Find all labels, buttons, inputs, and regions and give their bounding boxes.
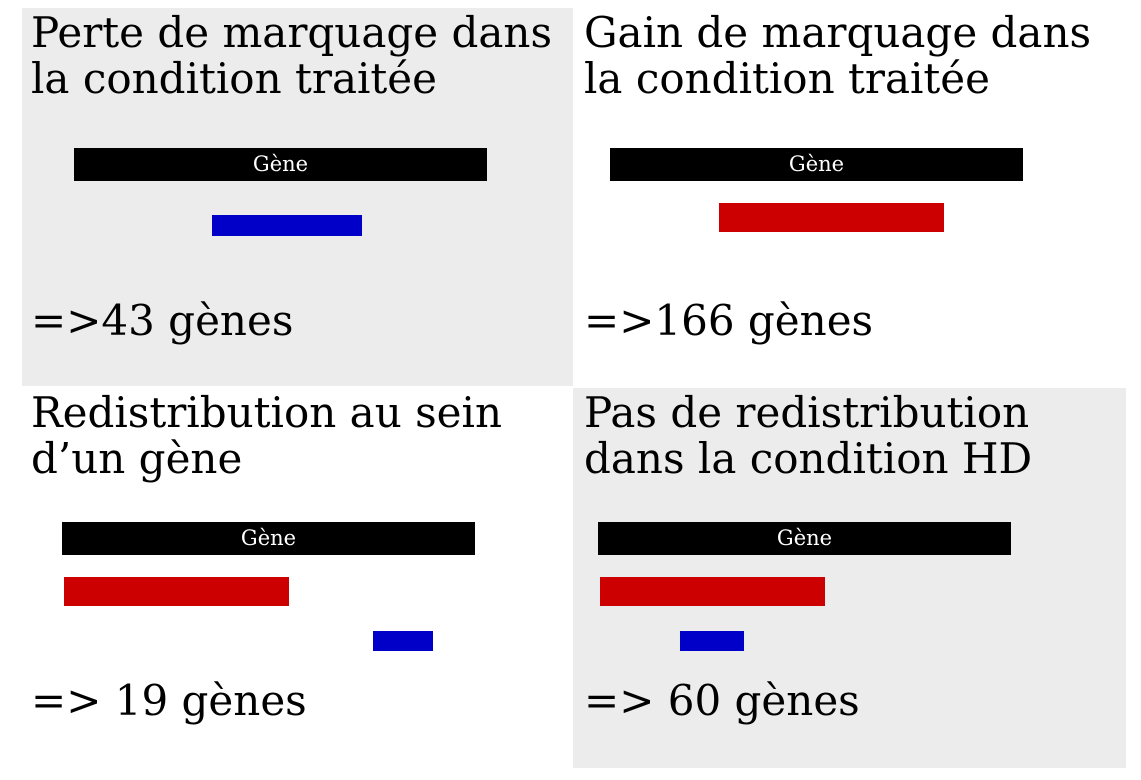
- panel-title: Redistribution au sein d’un gène: [31, 390, 502, 482]
- panel-title-line-1: Pas de redistribution: [584, 388, 1030, 437]
- gene-bar: Gène: [598, 522, 1011, 555]
- panel-gain-of-marking: Gain de marquage dans la condition trait…: [573, 8, 1126, 386]
- panel-title-line-2: la condition traitée: [584, 54, 991, 103]
- gene-count: =>166 gènes: [584, 296, 874, 345]
- panel-no-redistribution: Pas de redistribution dans la condition …: [573, 388, 1126, 768]
- blue-mark-bar: [373, 631, 433, 651]
- gene-count: => 19 gènes: [31, 676, 307, 725]
- panel-title-line-1: Gain de marquage dans: [584, 8, 1092, 57]
- red-mark-bar: [600, 577, 825, 606]
- panel-loss-of-marking: Perte de marquage dans la condition trai…: [22, 8, 573, 386]
- panel-title-line-2: la condition traitée: [31, 54, 438, 103]
- gene-count: => 60 gènes: [584, 676, 860, 725]
- panel-title: Perte de marquage dans la condition trai…: [31, 10, 552, 102]
- gene-bar: Gène: [62, 522, 475, 555]
- gene-bar: Gène: [74, 148, 487, 181]
- panel-title-line-1: Perte de marquage dans: [31, 8, 553, 57]
- panel-redistribution: Redistribution au sein d’un gène Gène =>…: [22, 388, 573, 768]
- gene-count: =>43 gènes: [31, 296, 294, 345]
- panel-title-line-2: d’un gène: [31, 434, 243, 483]
- red-mark-bar: [719, 203, 944, 232]
- blue-mark-bar: [680, 631, 744, 651]
- panel-title-line-2: dans la condition HD: [584, 434, 1033, 483]
- panel-title: Pas de redistribution dans la condition …: [584, 390, 1032, 482]
- blue-mark-bar: [212, 215, 362, 236]
- panel-title: Gain de marquage dans la condition trait…: [584, 10, 1091, 102]
- red-mark-bar: [64, 577, 289, 606]
- panel-title-line-1: Redistribution au sein: [31, 388, 503, 437]
- gene-bar: Gène: [610, 148, 1023, 181]
